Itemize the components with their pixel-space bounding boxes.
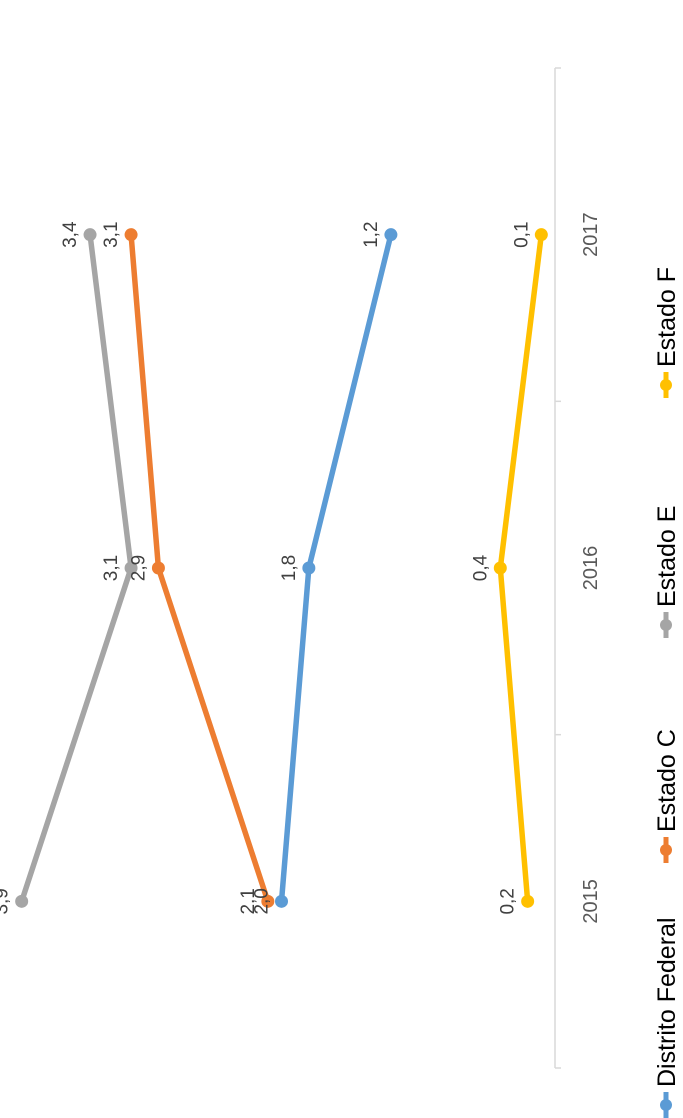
x-tick-label: 2015 — [580, 879, 602, 924]
data-point — [124, 561, 138, 575]
legend-marker — [660, 379, 672, 391]
data-point — [261, 894, 275, 908]
data-label: 0,1 — [511, 221, 532, 247]
data-point — [302, 561, 316, 575]
data-label: 2,9 — [128, 555, 149, 581]
data-label: 3,1 — [101, 555, 122, 581]
legend-label: Estado E — [653, 506, 681, 607]
data-label: 1,8 — [279, 555, 300, 581]
data-label: 3,1 — [101, 221, 122, 247]
data-point — [124, 228, 138, 242]
category-axis: 2015 2016 2017 — [554, 67, 602, 1069]
data-label: 2,1 — [238, 888, 259, 914]
x-tick-label: 2017 — [580, 212, 602, 257]
legend-label: Estado C — [653, 729, 681, 832]
x-tick-label: 2016 — [580, 546, 602, 591]
legend-marker — [660, 619, 672, 631]
data-point — [521, 894, 535, 908]
data-point — [384, 228, 398, 242]
data-label: 1,2 — [361, 221, 382, 247]
data-point — [534, 228, 548, 242]
legend-marker — [660, 844, 672, 856]
data-label: 3,9 — [0, 888, 13, 914]
data-label: 0,4 — [470, 554, 491, 581]
data-label: 0,2 — [498, 888, 519, 914]
legend-marker — [660, 1099, 672, 1111]
data-label: 3,4 — [60, 221, 81, 248]
data-point — [83, 228, 97, 242]
data-point — [15, 894, 29, 908]
legend-label: Estado F — [653, 267, 681, 367]
series-lines — [15, 228, 548, 908]
legend: Distrito Federal Estado C Estado E Estado F — [653, 267, 681, 1118]
series-line — [128, 231, 271, 905]
data-point — [151, 561, 165, 575]
data-point — [275, 894, 288, 908]
data-label: 2,0 — [252, 888, 273, 914]
legend-label: Distrito Federal — [653, 918, 681, 1088]
data-labels: 2,0 1,8 1,2 2,1 2,9 3,1 3,9 3,1 3,4 0,2 0,4 0,1 — [0, 221, 532, 915]
data-point — [493, 561, 507, 575]
